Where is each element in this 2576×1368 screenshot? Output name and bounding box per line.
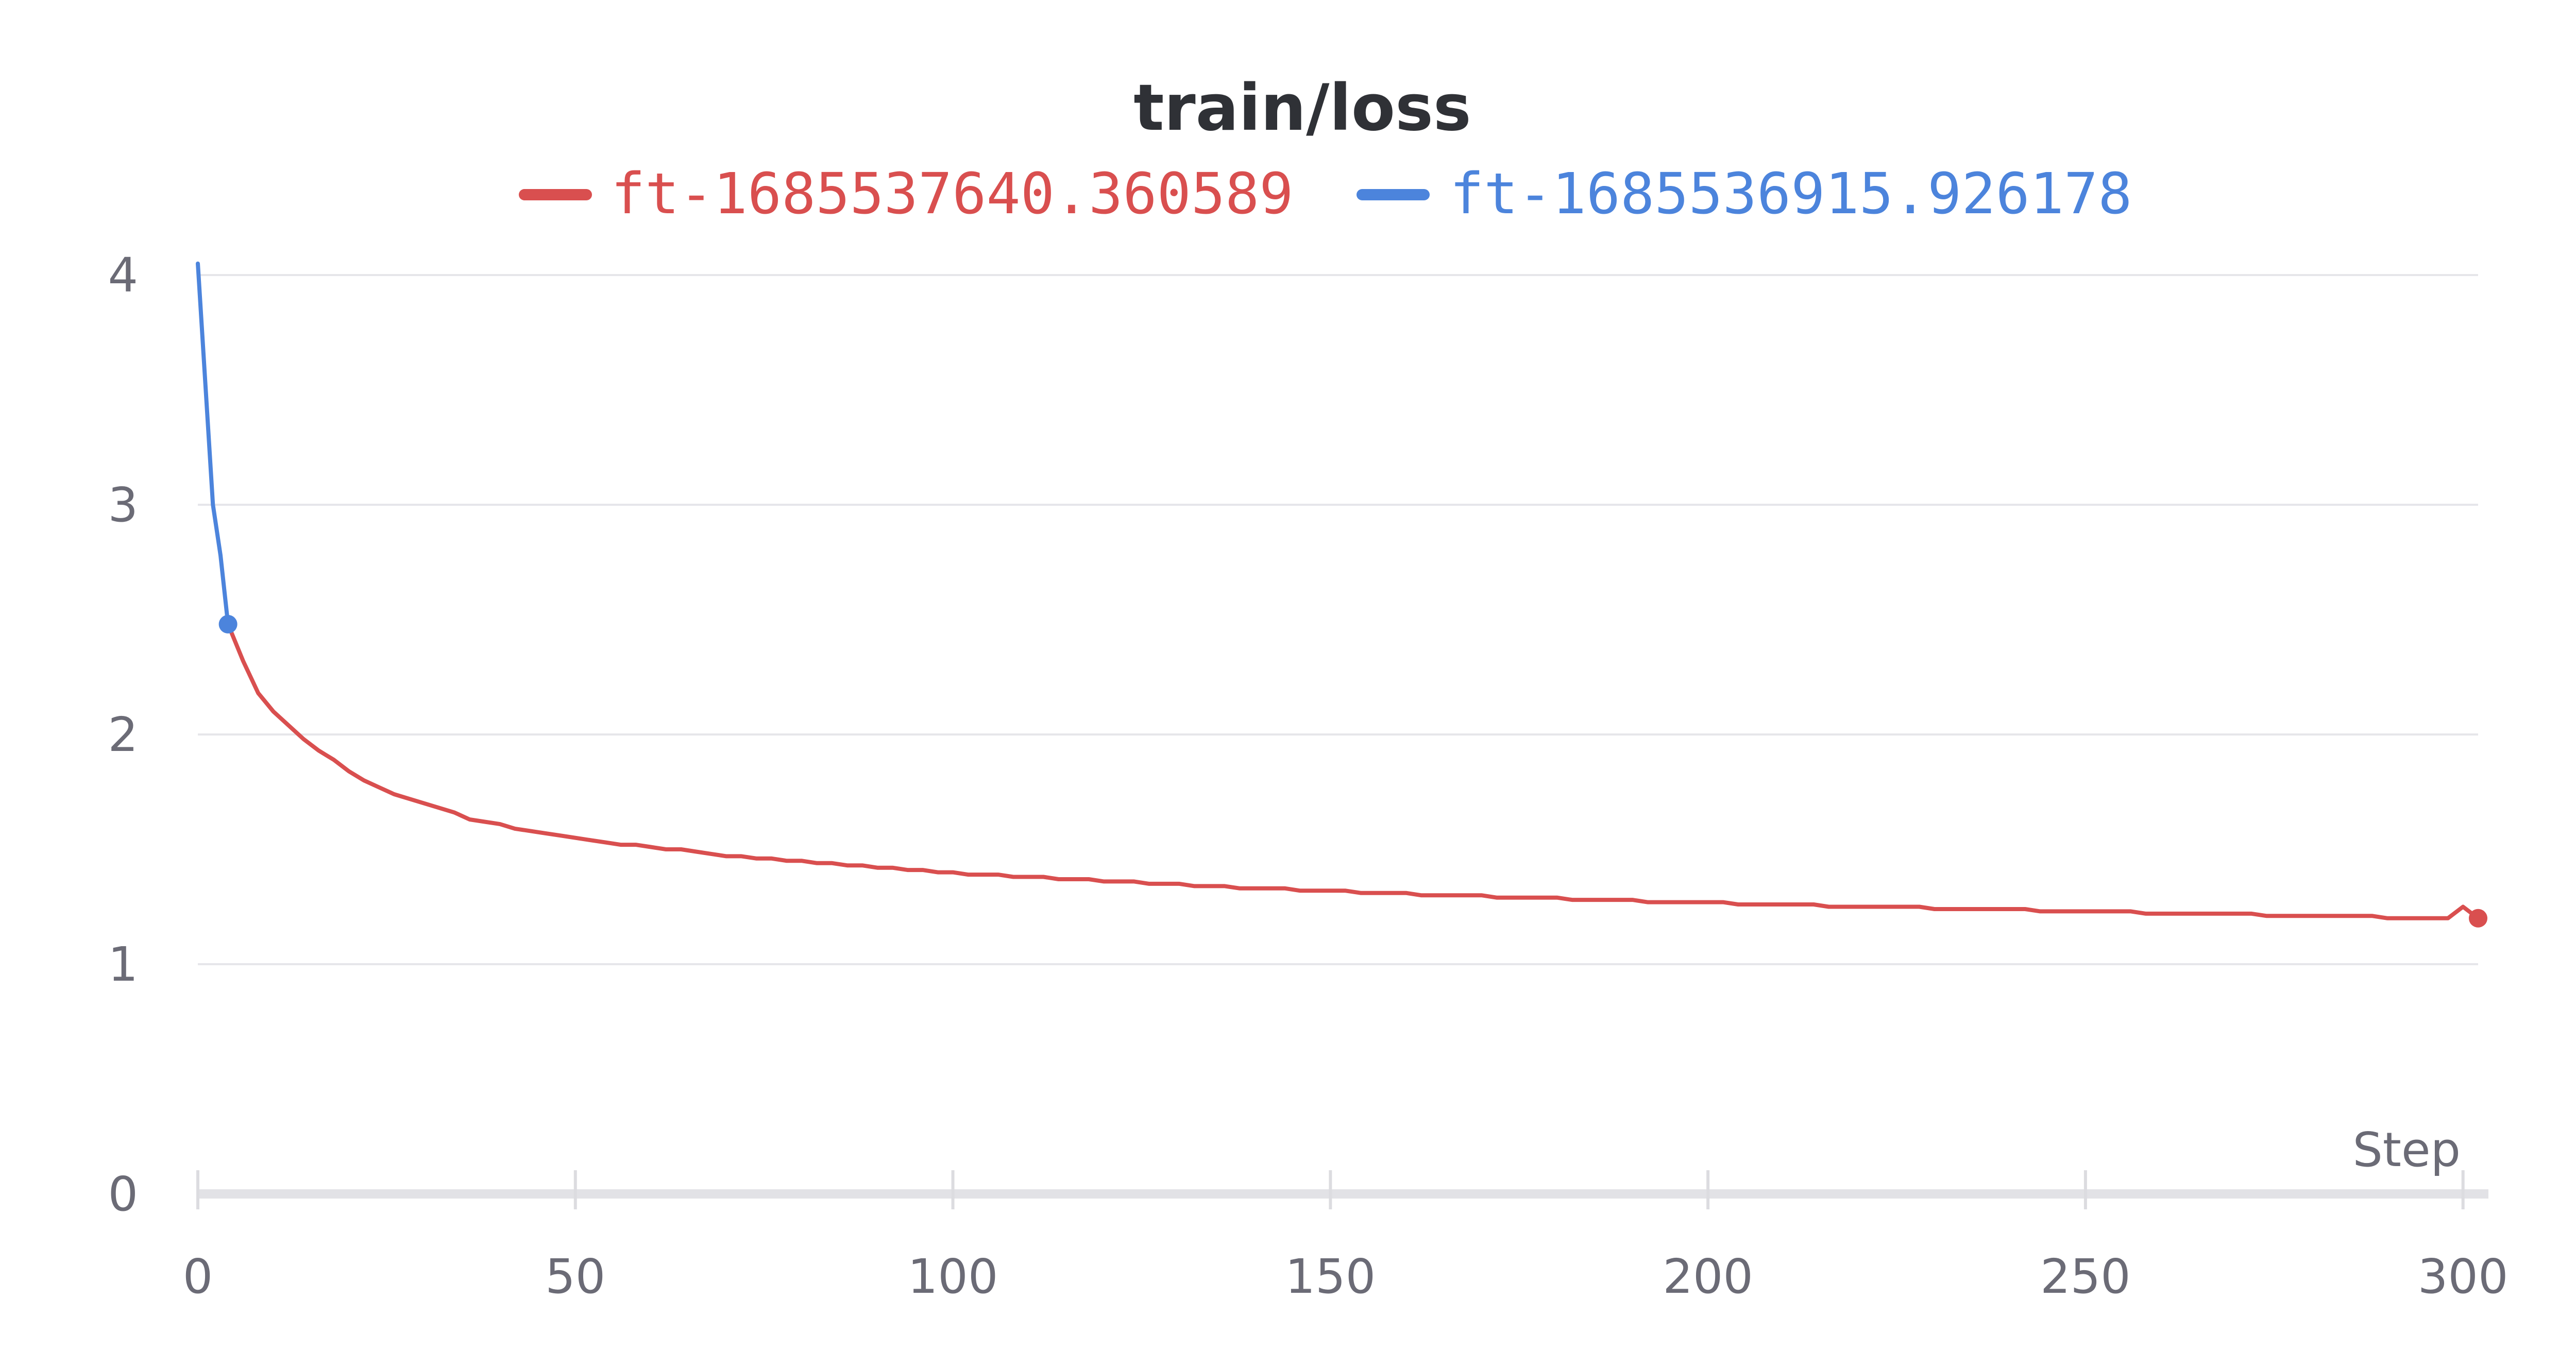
- y-tick-label-0: 0: [108, 1167, 138, 1222]
- y-tick-label-3: 3: [108, 477, 138, 533]
- series-lines: [196, 261, 2487, 928]
- y-tick-label-4: 4: [108, 248, 138, 303]
- x-axis-label: Step: [2353, 1122, 2461, 1177]
- y-tick-label-2: 2: [108, 707, 138, 762]
- x-axis-tick-labels: 0 50 100 150 200 250 300: [183, 1249, 2509, 1304]
- x-tick-label-200: 200: [1663, 1249, 1753, 1304]
- series-line-0: [226, 622, 2480, 920]
- legend: ft-1685537640.360589 ft-1685536915.926178: [519, 161, 2132, 227]
- title-area: train/loss: [1133, 71, 1471, 145]
- chart-title: train/loss: [1133, 71, 1471, 145]
- y-tick-label-1: 1: [108, 937, 138, 992]
- x-tick-label-50: 50: [545, 1249, 605, 1304]
- x-axis: [196, 1170, 2488, 1209]
- y-axis-tick-labels: 0 1 2 3 4: [108, 248, 138, 1222]
- series-end-marker-1: [218, 614, 238, 634]
- legend-label-0: ft-1685537640.360589: [611, 161, 1294, 227]
- series-end-marker-0: [2469, 909, 2487, 928]
- x-tick-label-150: 150: [1285, 1249, 1376, 1304]
- x-tick-label-300: 300: [2418, 1249, 2509, 1304]
- x-tick-label-0: 0: [183, 1249, 213, 1304]
- x-tick-label-250: 250: [2040, 1249, 2131, 1304]
- x-tick-label-100: 100: [908, 1249, 998, 1304]
- legend-label-1: ft-1685536915.926178: [1450, 161, 2132, 227]
- series-line-1: [196, 261, 230, 626]
- gridlines: [198, 274, 2478, 965]
